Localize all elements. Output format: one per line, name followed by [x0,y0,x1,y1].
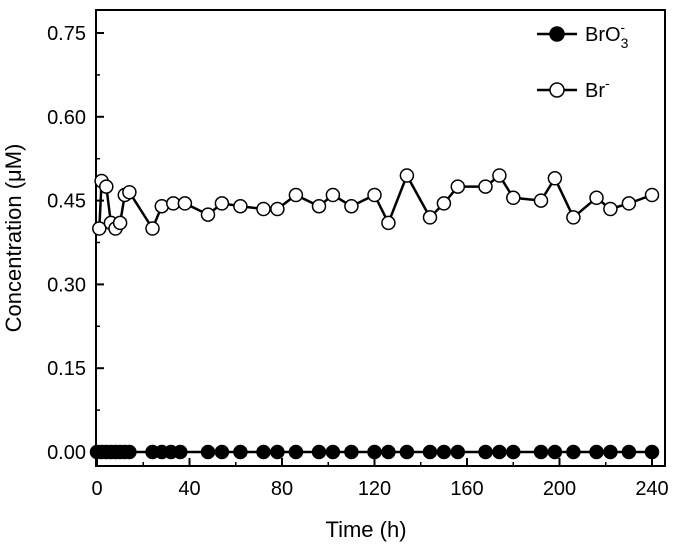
data-point-br [533,193,549,208]
data-point-bro3 [450,444,466,460]
data-point-bro3 [603,444,618,460]
data-point-br [603,201,618,217]
data-point-br [92,221,107,236]
x-tick-label: 200 [543,478,576,500]
data-point-bro3 [256,444,271,460]
data-point-br [344,198,359,214]
data-point-br [367,187,382,203]
data-point-bro3 [214,444,230,460]
data-point-bro3 [533,444,549,460]
y-axis-title: Concentration (μM) [1,144,26,333]
data-point-bro3 [288,444,304,460]
data-point-bro3 [506,444,521,460]
data-point-br [325,187,341,203]
data-point-bro3 [122,444,137,460]
data-point-br [214,196,230,211]
data-point-br [177,196,193,211]
x-tick-label: 40 [178,478,200,500]
plot-area [95,9,666,467]
legend-marker [549,26,565,42]
data-point-br [256,201,271,217]
legend-label: Br- [585,75,610,102]
legend-label: BrO3- [585,19,629,51]
x-tick-label: 80 [271,478,293,500]
data-point-br [621,196,637,211]
data-point-bro3 [381,444,396,460]
y-axis-ticks: 0.00 0.15 0.30 0.45 0.60 0.75 [47,23,104,464]
data-point-bro3 [270,444,285,460]
data-point-br [122,184,137,200]
data-point-br [422,210,438,225]
data-point-bro3 [200,444,216,460]
data-point-br [145,221,160,236]
data-point-br [112,215,128,231]
y-tick-label: 0.15 [47,358,86,380]
series-layer [89,168,660,460]
data-point-bro3 [173,444,188,460]
legend-item-br: Br- [537,75,610,102]
data-point-bro3 [367,444,382,460]
data-point-br [311,198,327,214]
y-tick-label: 0.30 [47,274,86,296]
x-tick-label: 0 [91,478,102,500]
data-point-br [450,179,466,194]
x-tick-label: 160 [450,478,483,500]
data-point-br [644,187,660,203]
data-point-bro3 [233,444,248,460]
data-point-bro3 [325,444,341,460]
data-point-br [99,179,114,194]
legend: BrO3- Br- [537,19,629,102]
data-point-br [492,168,507,183]
data-point-bro3 [644,444,660,460]
data-point-br [589,190,604,206]
plot-frame [95,9,666,467]
data-point-bro3 [566,444,581,460]
data-point-br [547,171,563,186]
y-tick-label: 0.75 [47,23,86,45]
data-point-bro3 [492,444,507,460]
data-point-bro3 [589,444,604,460]
data-point-br [200,207,216,222]
data-point-br [270,201,285,217]
data-point-br [478,179,493,194]
data-point-br [233,198,248,214]
data-point-bro3 [547,444,563,460]
y-tick-label: 0.00 [47,442,86,464]
data-point-br [566,210,581,225]
legend-item-bro3: BrO3- [537,19,629,51]
x-axis-ticks: 0 40 80 120 160 200 240 [91,458,669,500]
data-point-bro3 [399,444,415,460]
data-point-bro3 [422,444,438,460]
data-point-br [288,187,304,203]
data-point-bro3 [621,444,637,460]
data-point-bro3 [344,444,359,460]
x-axis-title: Time (h) [325,517,406,542]
data-point-bro3 [311,444,327,460]
y-tick-label: 0.60 [47,107,86,129]
x-tick-label: 240 [635,478,668,500]
data-point-br [506,190,521,206]
data-point-bro3 [436,444,452,460]
data-point-br [381,215,396,231]
x-tick-label: 120 [358,478,391,500]
legend-marker [549,82,565,98]
data-point-br [399,168,415,183]
data-point-br [436,196,452,211]
y-tick-label: 0.45 [47,191,86,213]
data-point-bro3 [478,444,493,460]
